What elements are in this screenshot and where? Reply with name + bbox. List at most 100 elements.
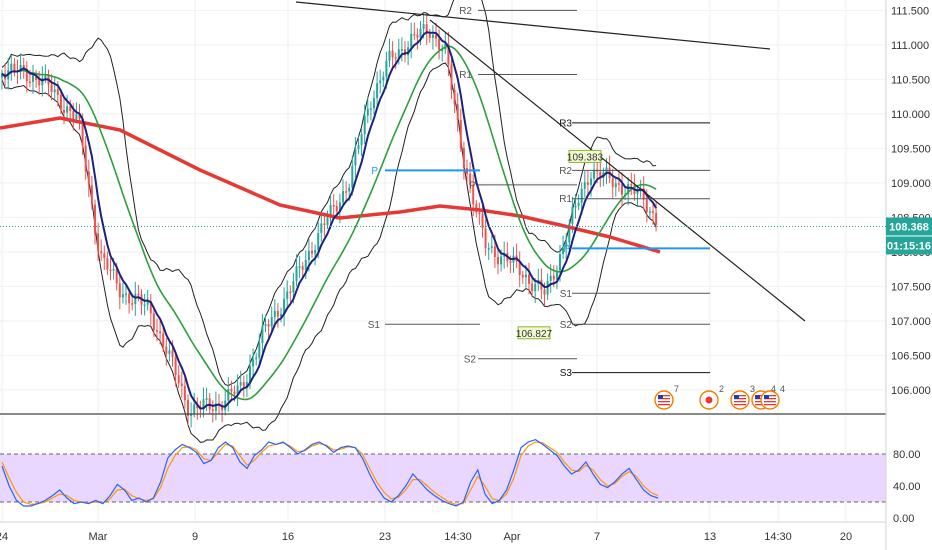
candle-body bbox=[490, 246, 493, 249]
us-flag-stripe bbox=[734, 395, 746, 397]
candle-body bbox=[205, 398, 208, 400]
candle-body bbox=[500, 256, 503, 265]
candle-body bbox=[59, 94, 62, 110]
candle-body bbox=[385, 60, 388, 77]
candle-body bbox=[478, 212, 481, 214]
candle-body bbox=[317, 232, 320, 250]
candle-body bbox=[376, 83, 379, 99]
candle-body bbox=[493, 246, 496, 258]
candle-body bbox=[146, 301, 149, 305]
candle-body bbox=[63, 109, 65, 113]
price-mark-label: 109.383 bbox=[567, 152, 604, 163]
candle-body bbox=[382, 76, 385, 81]
candle-body bbox=[261, 325, 264, 344]
candle-body bbox=[50, 84, 53, 93]
us-flag-stripe bbox=[734, 401, 746, 403]
candle-body bbox=[655, 212, 658, 225]
price-marks: 109.383 106.827 bbox=[516, 149, 604, 340]
current-price-label: 108.368 bbox=[889, 221, 929, 233]
us-flag-stripe bbox=[658, 401, 670, 403]
candle-body bbox=[252, 359, 255, 367]
candle-body bbox=[236, 385, 239, 395]
price-tick-label: 106.000 bbox=[891, 385, 931, 397]
candle-body bbox=[369, 108, 372, 110]
candle-body bbox=[459, 119, 462, 148]
us-flag-icon[interactable] bbox=[760, 390, 780, 410]
candle-body bbox=[438, 38, 441, 51]
time-tick-label: 24 bbox=[0, 531, 8, 543]
candle-body bbox=[583, 182, 586, 189]
time-tick-label: Apr bbox=[503, 531, 520, 543]
price-tick-label: 111.000 bbox=[891, 40, 929, 52]
candle-body bbox=[528, 274, 530, 284]
candle-body bbox=[196, 404, 199, 409]
candle-body bbox=[487, 248, 490, 250]
us-flag-icon[interactable] bbox=[730, 390, 750, 410]
event-count: 2 bbox=[719, 384, 724, 394]
us-flag-stripe bbox=[658, 398, 670, 400]
us-flag-icon[interactable] bbox=[654, 390, 674, 410]
candle-body bbox=[239, 382, 242, 386]
us-flag-canton bbox=[734, 395, 739, 399]
pivot-label: S1 bbox=[368, 320, 381, 331]
candle-body bbox=[342, 191, 344, 203]
lower-band bbox=[1, 62, 657, 443]
candle-body bbox=[280, 314, 282, 317]
event-count: 4 bbox=[780, 384, 785, 394]
candle-body bbox=[44, 74, 47, 79]
candle-body bbox=[53, 89, 56, 93]
candle-body bbox=[611, 178, 614, 188]
candle-body bbox=[621, 184, 623, 195]
candle-body bbox=[574, 205, 577, 208]
price-mark-label: 106.827 bbox=[516, 329, 553, 340]
candle-body bbox=[258, 343, 261, 358]
candle-body bbox=[270, 316, 273, 327]
us-flag-stripe bbox=[764, 398, 776, 400]
candle-body bbox=[571, 207, 574, 224]
candle-body bbox=[245, 382, 248, 387]
time-tick-label: 13 bbox=[704, 531, 716, 543]
candle-body bbox=[416, 34, 419, 38]
candle-body bbox=[549, 275, 552, 281]
candle-body bbox=[174, 357, 177, 376]
candle-body bbox=[652, 211, 654, 213]
candle-body bbox=[28, 81, 31, 83]
candle-body bbox=[462, 147, 465, 169]
candle-body bbox=[177, 375, 180, 384]
candle-body bbox=[543, 289, 546, 295]
price-mark-box bbox=[517, 326, 551, 340]
candle-body bbox=[115, 268, 118, 284]
candle-body bbox=[69, 106, 72, 111]
candle-body bbox=[357, 145, 360, 149]
candle-body bbox=[348, 187, 351, 192]
bollinger-bands bbox=[1, 0, 657, 443]
us-flag-stripe bbox=[658, 404, 670, 406]
pivot-label: R2 bbox=[459, 6, 472, 17]
candle-body bbox=[435, 34, 437, 39]
candle-body bbox=[152, 313, 155, 331]
candle-body bbox=[221, 405, 224, 411]
price-tick-label: 110.500 bbox=[891, 74, 930, 86]
us-flag-stripe bbox=[734, 398, 746, 400]
candle-body bbox=[190, 413, 193, 416]
pivot-label: S2 bbox=[560, 320, 573, 331]
us-flag-stripe bbox=[755, 404, 767, 406]
candle-body bbox=[642, 188, 645, 200]
candle-body bbox=[580, 188, 583, 203]
candle-body bbox=[400, 49, 403, 51]
price-tick-label: 111.500 bbox=[891, 5, 929, 17]
time-tick-label: 23 bbox=[379, 531, 391, 543]
pivot-label: R3 bbox=[559, 118, 572, 129]
candle-body bbox=[617, 183, 620, 185]
candle-body bbox=[388, 50, 391, 61]
candle-body bbox=[518, 261, 521, 276]
candle-body bbox=[292, 281, 295, 293]
candle-body bbox=[72, 110, 75, 119]
time-tick-label: 20 bbox=[840, 531, 852, 543]
candle-body bbox=[171, 350, 174, 358]
candle-body bbox=[193, 404, 196, 414]
candle-body bbox=[121, 294, 124, 298]
candle-body bbox=[391, 50, 394, 58]
